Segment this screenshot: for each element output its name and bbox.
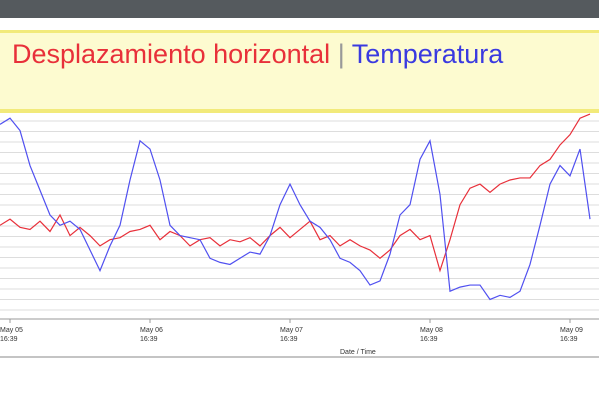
x-tick-label: May 09 16:39	[560, 327, 583, 343]
title: Desplazamiento horizontal	[12, 39, 331, 69]
subtitle: Temperatura	[351, 39, 504, 69]
x-tick-label: May 05 16:39	[0, 327, 23, 343]
separator: |	[337, 39, 345, 69]
top-band	[0, 0, 599, 18]
x-axis-label: Date / Time	[340, 349, 376, 356]
series-line	[0, 113, 591, 273]
series-line	[0, 117, 591, 301]
x-tick-label: May 06 16:39	[140, 327, 163, 343]
legend-header: Desplazamiento horizontal | Temperatura	[0, 30, 599, 113]
x-tick-label: May 08 16:39	[420, 327, 443, 343]
x-tick-label: May 07 16:39	[280, 327, 303, 343]
header-text: Desplazamiento horizontal | Temperatura	[12, 39, 503, 70]
